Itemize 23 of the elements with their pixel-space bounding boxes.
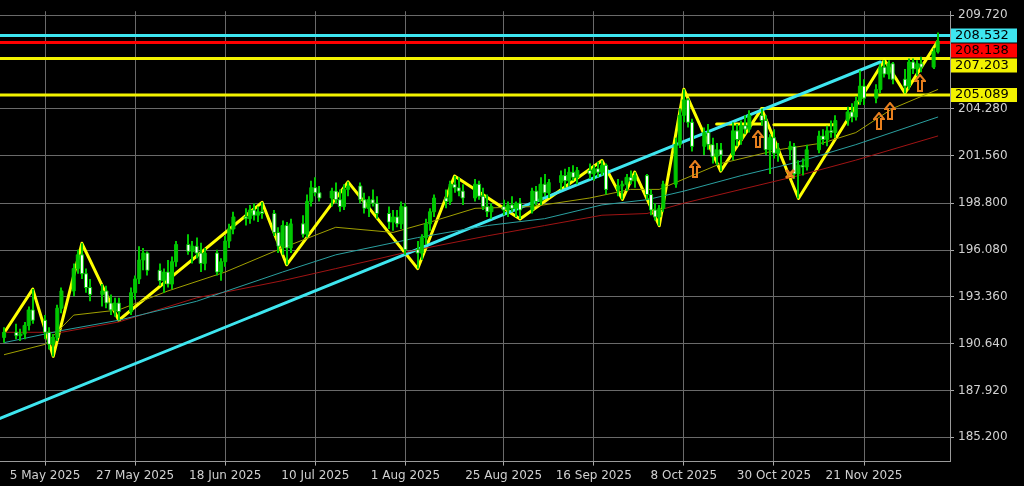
x-tick-label: 10 Jul 2025 <box>281 467 350 482</box>
x-tick-label: 30 Oct 2025 <box>736 467 812 482</box>
x-tick-label: 18 Jun 2025 <box>189 467 262 482</box>
y-tick-label: 201.560 <box>958 147 1008 162</box>
x-tick-label: 21 Nov 2025 <box>825 467 903 482</box>
y-tick-label: 190.640 <box>958 335 1008 350</box>
ref-line-label: 208.532 <box>955 26 1009 42</box>
y-tick-label: 198.800 <box>958 195 1008 210</box>
y-tick-label: 204.280 <box>958 100 1008 115</box>
y-tick-label: 196.080 <box>958 242 1008 257</box>
x-tick-label: 5 May 2025 <box>9 467 81 482</box>
x-tick-label: 8 Oct 2025 <box>650 467 718 482</box>
ref-line-label: 207.203 <box>955 56 1009 72</box>
x-tick-label: 27 May 2025 <box>96 467 175 482</box>
y-tick-label: 209.720 <box>958 7 1008 22</box>
y-tick-label: 185.200 <box>958 429 1008 444</box>
y-tick-label: 193.360 <box>958 288 1008 303</box>
x-tick-label: 25 Aug 2025 <box>465 467 543 482</box>
ref-line-label: 205.089 <box>955 86 1009 102</box>
y-tick-label: 187.920 <box>958 382 1008 397</box>
ref-line-label: 208.138 <box>955 41 1009 57</box>
x-tick-label: 16 Sep 2025 <box>555 467 632 482</box>
x-tick-label: 1 Aug 2025 <box>370 467 441 482</box>
